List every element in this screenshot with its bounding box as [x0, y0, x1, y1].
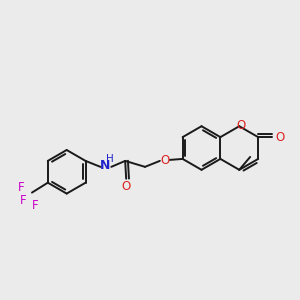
- Text: F: F: [20, 194, 26, 207]
- Text: H: H: [106, 154, 114, 164]
- Text: O: O: [122, 180, 131, 193]
- Text: N: N: [100, 159, 111, 172]
- Text: F: F: [32, 199, 38, 212]
- Text: F: F: [18, 181, 24, 194]
- Text: O: O: [275, 130, 285, 144]
- Text: O: O: [160, 154, 170, 167]
- Text: O: O: [237, 119, 246, 132]
